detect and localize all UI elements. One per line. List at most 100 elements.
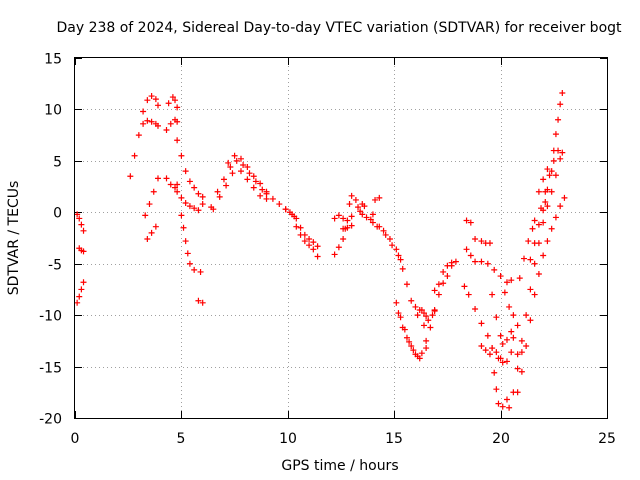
data-point xyxy=(306,236,313,243)
data-point xyxy=(76,293,83,300)
data-point xyxy=(237,168,244,175)
x-tick-label: 5 xyxy=(177,431,186,447)
data-point xyxy=(340,225,347,232)
data-point xyxy=(293,223,300,230)
data-point xyxy=(486,240,493,247)
data-point xyxy=(406,338,413,345)
data-point xyxy=(214,188,221,195)
data-point xyxy=(444,262,451,269)
data-point xyxy=(186,203,193,210)
data-point xyxy=(423,345,430,352)
data-point xyxy=(542,199,549,205)
data-point xyxy=(259,186,266,193)
data-point xyxy=(486,351,493,358)
data-point xyxy=(403,334,410,341)
data-point xyxy=(210,206,217,213)
data-point xyxy=(127,173,134,180)
data-point xyxy=(314,253,321,260)
data-point xyxy=(418,350,425,357)
data-point xyxy=(74,299,81,306)
data-point xyxy=(180,224,187,231)
data-point xyxy=(340,236,347,243)
data-point xyxy=(557,101,564,108)
data-point xyxy=(78,221,85,228)
data-point xyxy=(395,310,402,317)
data-point xyxy=(540,176,547,183)
data-point xyxy=(414,312,421,319)
data-point xyxy=(444,273,451,280)
data-point xyxy=(531,240,538,247)
data-point xyxy=(344,217,351,224)
axis-ticks xyxy=(75,58,608,419)
data-point xyxy=(418,307,425,313)
data-point xyxy=(493,386,500,393)
data-point xyxy=(544,203,551,210)
data-point xyxy=(335,212,342,219)
data-point xyxy=(310,246,317,253)
data-point xyxy=(506,404,513,411)
data-point xyxy=(174,188,181,195)
data-point xyxy=(535,271,542,277)
data-point xyxy=(516,275,523,282)
data-point xyxy=(499,359,506,366)
data-point xyxy=(493,349,500,356)
data-point xyxy=(225,159,232,166)
data-point xyxy=(508,328,515,335)
data-point xyxy=(425,317,432,324)
data-point xyxy=(244,176,251,183)
data-point xyxy=(293,215,300,222)
y-tick-label: -5 xyxy=(48,258,62,274)
data-point xyxy=(393,299,400,306)
data-point xyxy=(178,194,185,201)
data-point xyxy=(80,279,87,286)
data-point xyxy=(286,209,293,216)
data-point xyxy=(146,201,153,208)
data-point xyxy=(263,195,270,202)
data-point xyxy=(135,132,142,139)
data-point xyxy=(355,204,362,211)
data-point xyxy=(252,178,259,185)
data-point xyxy=(348,192,355,199)
data-point xyxy=(531,217,538,224)
data-point xyxy=(237,155,244,162)
data-point xyxy=(552,172,559,179)
data-point xyxy=(250,184,257,191)
data-point xyxy=(463,217,470,224)
data-point xyxy=(244,164,251,171)
data-point xyxy=(195,190,202,197)
data-point xyxy=(557,203,564,210)
data-point xyxy=(472,236,479,243)
data-point xyxy=(508,349,515,356)
data-point xyxy=(559,89,566,96)
data-point xyxy=(499,340,506,347)
data-point xyxy=(552,214,559,221)
data-point xyxy=(169,94,176,101)
data-point xyxy=(282,206,289,213)
y-tick-label: 15 xyxy=(44,52,62,68)
data-point xyxy=(314,243,321,250)
data-point xyxy=(165,100,172,107)
data-point xyxy=(412,351,419,358)
y-tick-label: 0 xyxy=(53,206,62,222)
data-point xyxy=(510,334,517,341)
data-point xyxy=(482,347,489,354)
data-point xyxy=(352,196,359,203)
data-point xyxy=(503,396,510,403)
data-point xyxy=(544,186,551,193)
data-point xyxy=(399,324,406,331)
data-point xyxy=(514,351,521,358)
data-point xyxy=(163,127,170,133)
data-point xyxy=(514,322,521,329)
data-point xyxy=(497,332,504,339)
data-point xyxy=(184,250,191,257)
data-point xyxy=(229,170,236,177)
data-point xyxy=(372,196,379,203)
data-point xyxy=(440,280,447,287)
chart-title: Day 238 of 2024, Sidereal Day-to-day VTE… xyxy=(56,20,622,36)
data-point xyxy=(182,168,189,175)
data-point xyxy=(78,286,85,293)
data-point xyxy=(535,221,542,228)
data-point xyxy=(186,178,193,185)
data-point xyxy=(182,238,189,245)
